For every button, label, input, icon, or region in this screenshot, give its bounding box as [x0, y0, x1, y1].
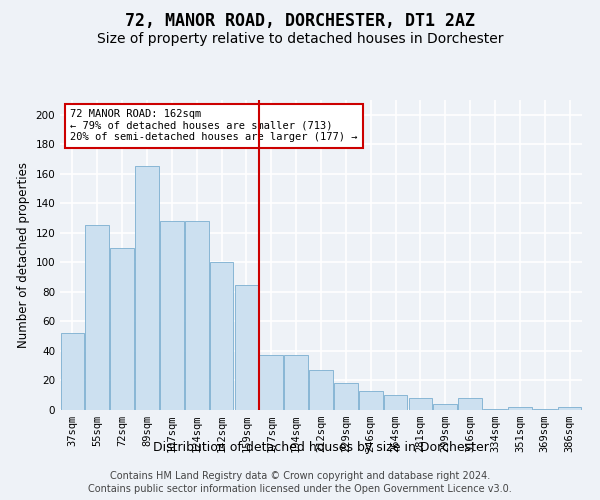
Text: Contains HM Land Registry data © Crown copyright and database right 2024.: Contains HM Land Registry data © Crown c…: [110, 471, 490, 481]
Text: Size of property relative to detached houses in Dorchester: Size of property relative to detached ho…: [97, 32, 503, 46]
Bar: [284, 356, 308, 410]
Bar: [309, 370, 333, 410]
Bar: [160, 221, 184, 410]
Bar: [533, 408, 557, 410]
Bar: [458, 398, 482, 410]
Bar: [483, 408, 507, 410]
Text: Distribution of detached houses by size in Dorchester: Distribution of detached houses by size …: [153, 441, 489, 454]
Bar: [384, 395, 407, 410]
Bar: [85, 226, 109, 410]
Text: 72, MANOR ROAD, DORCHESTER, DT1 2AZ: 72, MANOR ROAD, DORCHESTER, DT1 2AZ: [125, 12, 475, 30]
Text: Contains public sector information licensed under the Open Government Licence v3: Contains public sector information licen…: [88, 484, 512, 494]
Bar: [409, 398, 432, 410]
Bar: [135, 166, 159, 410]
Bar: [259, 356, 283, 410]
Text: 72 MANOR ROAD: 162sqm
← 79% of detached houses are smaller (713)
20% of semi-det: 72 MANOR ROAD: 162sqm ← 79% of detached …: [70, 110, 358, 142]
Bar: [110, 248, 134, 410]
Bar: [61, 333, 84, 410]
Bar: [508, 407, 532, 410]
Bar: [359, 391, 383, 410]
Y-axis label: Number of detached properties: Number of detached properties: [17, 162, 30, 348]
Bar: [433, 404, 457, 410]
Bar: [185, 221, 209, 410]
Bar: [334, 384, 358, 410]
Bar: [235, 284, 258, 410]
Bar: [558, 407, 581, 410]
Bar: [210, 262, 233, 410]
